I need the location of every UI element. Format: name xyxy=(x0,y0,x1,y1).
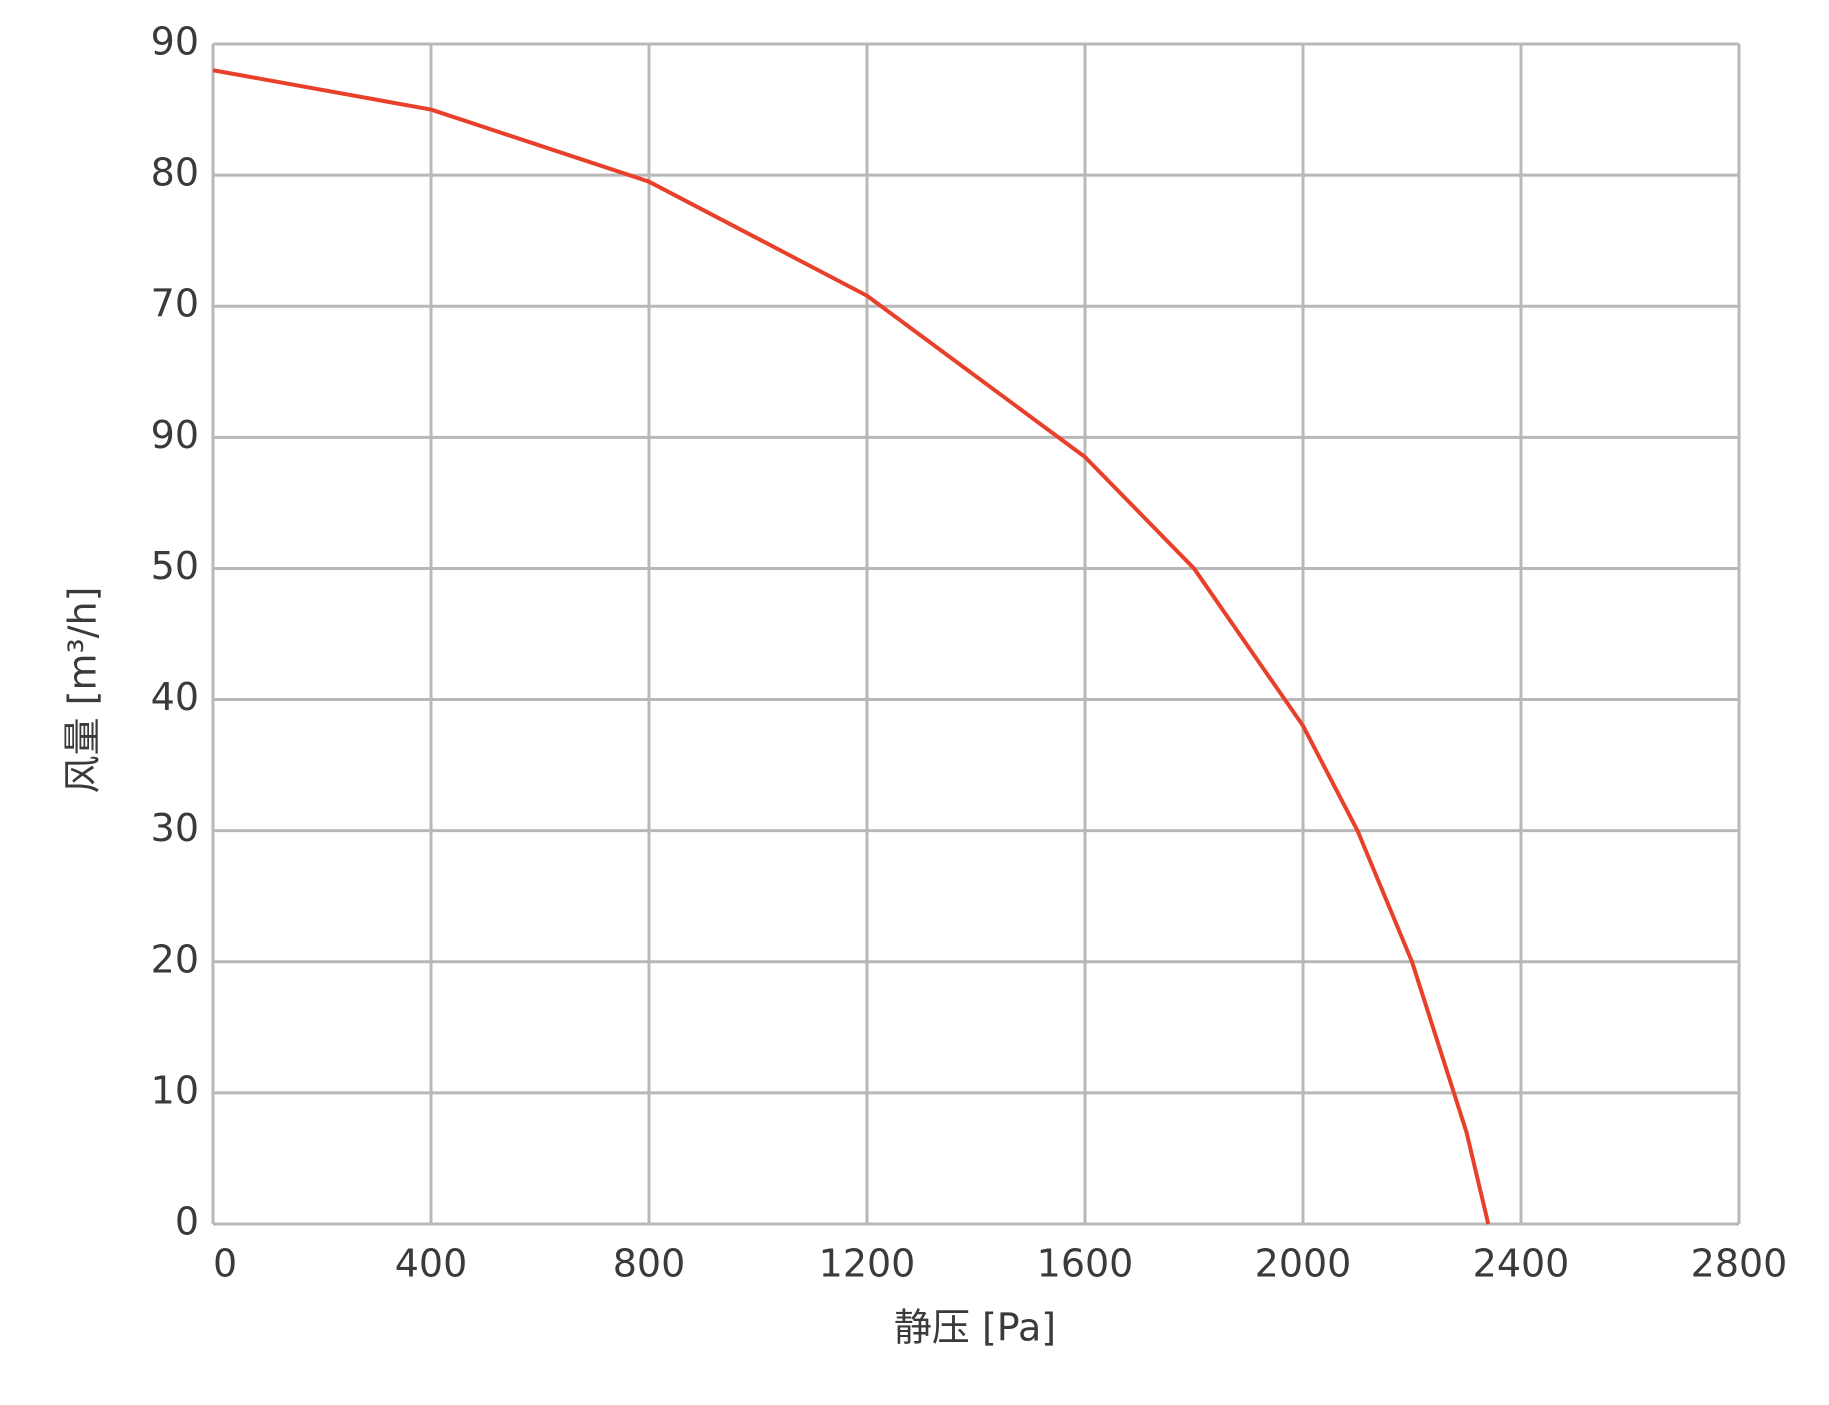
y-tick-label: 70 xyxy=(151,282,199,326)
x-tick-label: 2000 xyxy=(1255,1242,1352,1286)
x-tick-label: 800 xyxy=(613,1242,686,1286)
y-tick-label: 10 xyxy=(151,1068,199,1112)
x-tick-label: 400 xyxy=(395,1242,468,1286)
y-tick-label: 0 xyxy=(175,1200,199,1244)
y-tick-label: 40 xyxy=(151,675,199,719)
y-tick-label: 50 xyxy=(151,544,199,588)
x-tick-label: 0 xyxy=(213,1242,237,1286)
x-tick-label: 1200 xyxy=(819,1242,916,1286)
y-tick-label: 90 xyxy=(151,413,199,457)
y-axis-title: 风量 [m³/h] xyxy=(61,587,105,794)
data-line xyxy=(212,68,1491,1225)
y-tick-label: 90 xyxy=(151,20,199,64)
y-tick-label: 30 xyxy=(151,806,199,850)
x-tick-label: 1600 xyxy=(1037,1242,1134,1286)
x-tick-label: 2800 xyxy=(1691,1242,1788,1286)
y-tick-label: 20 xyxy=(151,937,199,981)
x-tick-label: 2400 xyxy=(1473,1242,1570,1286)
x-axis-title: 静压 [Pa] xyxy=(894,1306,1056,1350)
y-tick-label: 80 xyxy=(151,151,199,195)
